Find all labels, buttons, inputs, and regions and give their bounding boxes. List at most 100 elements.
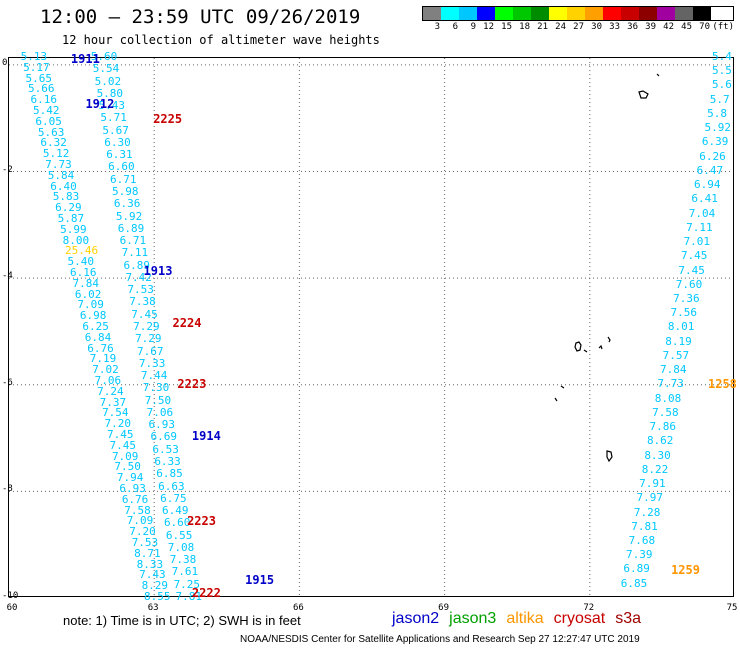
pass-number-label: 1914 — [191, 429, 221, 444]
wave-height-value: 8.01 — [667, 320, 695, 334]
wave-height-value: 7.54 — [102, 406, 129, 420]
wave-height-value: 8.30 — [644, 448, 671, 462]
wave-height-value: 5.4 — [712, 50, 732, 63]
figure-subtitle: 12 hour collection of altimeter wave hei… — [62, 33, 380, 47]
island-outline — [583, 349, 588, 353]
pass-number-label: 1258 — [708, 377, 737, 392]
color-swatch — [549, 7, 567, 20]
color-scale-label: 21 — [537, 22, 548, 32]
wave-height-value: 5.66 — [28, 82, 55, 96]
wave-height-value: 7.45 — [109, 438, 136, 452]
color-swatch — [603, 7, 621, 20]
wave-height-value: 5.65 — [25, 71, 53, 85]
color-scale-label: 24 — [555, 22, 566, 32]
wave-height-value: 7.06 — [146, 405, 174, 419]
wave-height-value: 6.85 — [156, 467, 183, 481]
wave-height-value: 7.02 — [92, 363, 119, 377]
wave-height-value: 6.40 — [50, 179, 77, 193]
wave-height-value: 7.68 — [628, 533, 656, 547]
wave-height-value: 6.30 — [104, 135, 131, 149]
color-scale-label: 36 — [627, 22, 638, 32]
wave-height-value: 6.85 — [620, 576, 648, 590]
pass-number-label: 2223 — [177, 377, 207, 392]
wave-height-value: 7.57 — [662, 348, 690, 362]
satellite-legend: jason2 jason3 altika cryosat s3a — [392, 610, 651, 628]
wave-height-value: 6.76 — [121, 492, 149, 506]
color-scale-unit: (ft) — [712, 22, 734, 32]
wave-height-value: 7.58 — [124, 503, 151, 517]
color-scale-label: 3 — [434, 22, 440, 32]
wave-height-value: 6.16 — [30, 93, 57, 107]
wave-height-value: 7.58 — [652, 405, 679, 419]
legend-item-altika: altika — [506, 610, 544, 627]
wave-height-value: 6.89 — [117, 221, 145, 235]
wave-height-value: 6.39 — [701, 135, 729, 149]
wave-height-value: 7.84 — [660, 363, 687, 377]
wave-height-value: 7.53 — [127, 283, 154, 297]
pass-number-label: 1911 — [70, 51, 100, 66]
wave-height-value: 6.63 — [158, 479, 185, 493]
wave-height-value: 6.71 — [110, 172, 137, 186]
longitude-tick-label: 72 — [583, 603, 595, 613]
island-outline — [574, 341, 582, 352]
wave-height-value: 6.84 — [84, 330, 112, 344]
wave-height-value: 6.32 — [40, 136, 67, 150]
color-swatch — [693, 7, 711, 20]
wave-height-value: 7.37 — [99, 395, 127, 409]
wave-height-value: 7.09 — [111, 449, 139, 463]
color-swatch — [441, 7, 459, 20]
color-swatch — [495, 7, 513, 20]
wave-height-value: 6.16 — [69, 266, 97, 279]
color-scale-label: 12 — [483, 22, 494, 32]
color-scale-label: 18 — [519, 22, 530, 32]
wave-height-value: 7.11 — [121, 246, 149, 260]
wave-height-value: 8.29 — [141, 579, 169, 593]
legend-item-cryosat: cryosat — [553, 610, 606, 627]
wave-height-value: 7.97 — [636, 491, 663, 505]
wave-height-value: 7.53 — [131, 536, 159, 549]
legend-item-s3a: s3a — [615, 610, 642, 627]
wave-height-value: 6.31 — [106, 148, 133, 162]
wave-height-value: 8.71 — [134, 546, 161, 560]
wave-height-value: 6.75 — [160, 491, 187, 505]
color-swatch — [423, 7, 441, 20]
wave-height-value: 7.60 — [675, 277, 703, 291]
color-scale-swatches — [422, 6, 734, 21]
wave-height-value: 5.92 — [704, 121, 731, 135]
wave-height-value: 5.12 — [42, 147, 70, 161]
wave-height-value: 5.8 — [707, 106, 727, 120]
wave-height-value: 6.36 — [113, 197, 141, 211]
island-outline — [607, 336, 611, 343]
wave-height-value: 7.38 — [169, 553, 197, 567]
wave-height-value: 7.50 — [114, 460, 141, 474]
wave-height-value: 6.55 — [165, 528, 193, 542]
pass-number-label: 2225 — [153, 111, 183, 126]
wave-height-value: 7.33 — [138, 356, 166, 370]
wave-height-value: 5.54 — [92, 62, 120, 76]
color-swatch — [657, 7, 675, 20]
color-swatch — [459, 7, 477, 20]
pass-number-label: 1913 — [143, 263, 173, 278]
wave-height-value: 5.80 — [96, 86, 124, 100]
color-scale-label: 42 — [663, 22, 674, 32]
wave-height-value: 6.60 — [108, 160, 135, 174]
color-scale-label: 15 — [501, 22, 512, 32]
wave-height-value: 7.19 — [89, 352, 117, 366]
latitude-tick-label: -2 — [2, 164, 13, 175]
wave-height-value: 6.94 — [694, 178, 721, 192]
longitude-tick-label: 75 — [726, 603, 738, 613]
wave-height-value: 6.02 — [74, 287, 102, 301]
color-scale-label: 30 — [591, 22, 602, 32]
color-swatch — [585, 7, 603, 20]
wave-height-value: 7.28 — [633, 505, 661, 519]
wave-height-value: 6.89 — [623, 562, 650, 576]
wave-height-value: 5.13 — [20, 50, 48, 63]
wave-height-value: 7.61 — [171, 565, 199, 579]
wave-height-value: 7.08 — [167, 540, 195, 554]
wave-height-value: 5.87 — [57, 212, 85, 225]
color-swatch — [567, 7, 585, 20]
latitude-tick-label: -4 — [2, 271, 13, 282]
wave-height-value: 7.06 — [94, 374, 122, 387]
legend-item-jason2: jason2 — [392, 610, 440, 627]
color-swatch — [531, 7, 549, 20]
